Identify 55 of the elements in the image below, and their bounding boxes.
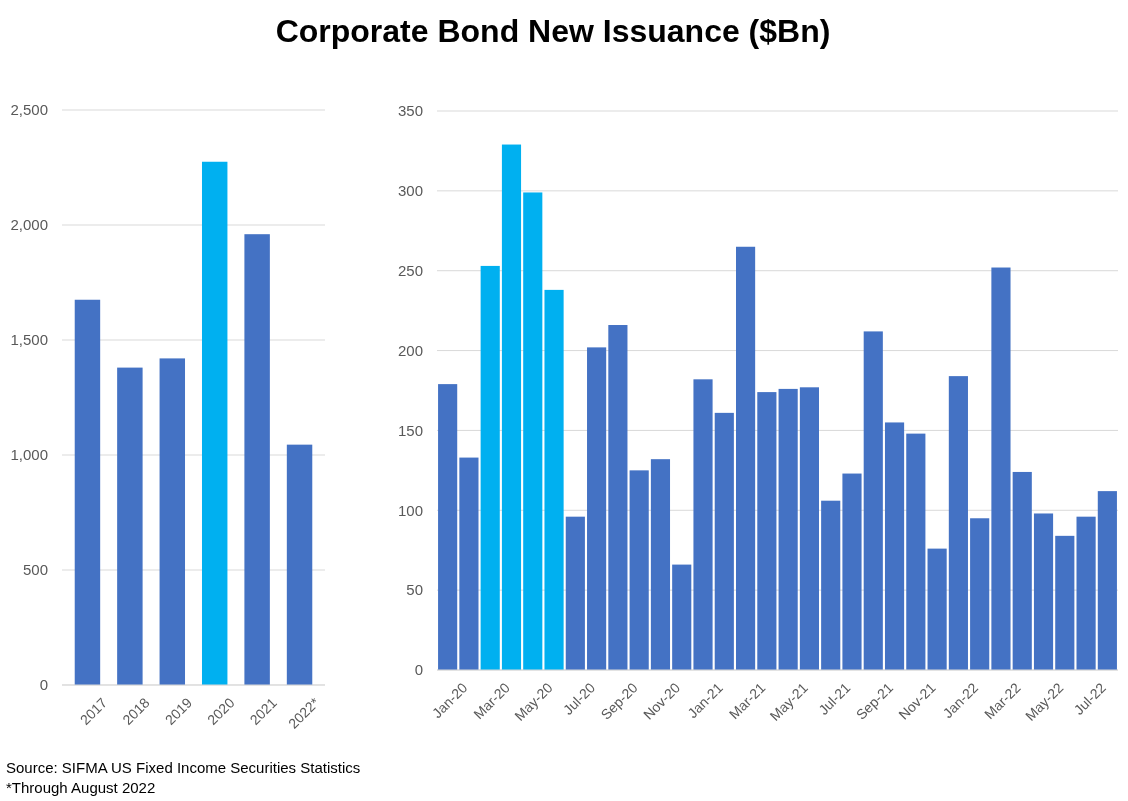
y-tick-label: 150 [397, 421, 423, 439]
text: *Through August 2022 [6, 779, 156, 796]
bar [1033, 513, 1054, 670]
bar [201, 161, 228, 685]
bar [544, 289, 564, 670]
bar [884, 422, 905, 670]
bar [1097, 491, 1117, 670]
bar [693, 379, 713, 670]
bar [778, 388, 798, 670]
bar [459, 457, 479, 670]
bar [906, 433, 926, 670]
y-tick-label: 250 [397, 262, 423, 280]
y-tick-label: 0 [39, 676, 48, 694]
bar [608, 325, 628, 670]
bar [821, 500, 841, 670]
y-tick-label: 350 [397, 102, 423, 120]
bar [757, 392, 777, 670]
bar [991, 267, 1011, 670]
y-tick-label: 0 [414, 661, 423, 679]
bar [1012, 471, 1032, 670]
bar [863, 331, 883, 670]
y-tick-label: 1,000 [10, 446, 48, 464]
bar [927, 548, 947, 670]
bar [970, 518, 990, 670]
bar [117, 367, 143, 685]
y-tick-label: 200 [397, 341, 423, 359]
y-tick-label: 300 [397, 182, 423, 200]
bar [1076, 516, 1096, 670]
y-tick-label: 2,500 [10, 101, 48, 119]
bar [842, 473, 862, 670]
bar [799, 387, 819, 670]
bar [736, 246, 756, 670]
bar [672, 564, 692, 670]
y-tick-label: 1,500 [10, 331, 48, 349]
bar [159, 358, 186, 685]
bar [1055, 535, 1075, 670]
bar [523, 192, 543, 670]
bar [629, 470, 649, 670]
y-tick-label: 500 [22, 561, 48, 579]
bar [286, 444, 313, 685]
bar [501, 144, 522, 670]
bar [244, 234, 270, 685]
bar [480, 265, 500, 670]
bar [587, 347, 607, 670]
chart-title: Corporate Bond New Issuance ($Bn) [275, 13, 831, 49]
source-note: Source: SIFMA US Fixed Income Securities Statistics [6, 759, 361, 776]
bar [650, 459, 671, 670]
bar [714, 412, 734, 670]
bar [74, 299, 101, 685]
y-tick-label: 50 [406, 581, 423, 599]
bar [565, 516, 585, 670]
bar [438, 384, 458, 670]
bar [948, 376, 968, 670]
y-tick-label: 2,000 [10, 216, 48, 234]
y-tick-label: 100 [397, 501, 423, 519]
